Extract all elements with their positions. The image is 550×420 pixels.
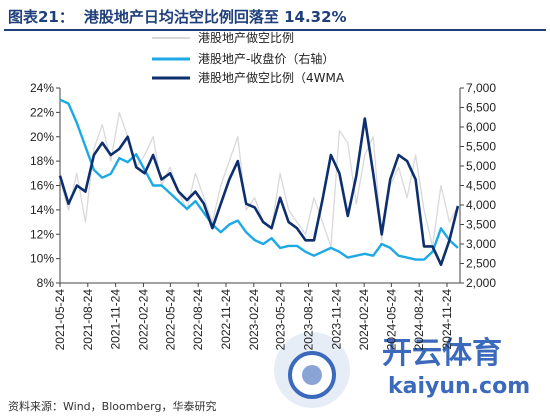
x-tick-label: 2023-08-24 xyxy=(302,289,316,351)
y-right-tick-label: 2,500 xyxy=(466,257,496,271)
x-tick-label: 2021-11-24 xyxy=(109,289,123,350)
y-right-tick-label: 6,500 xyxy=(466,101,496,115)
y-left-tick-label: 12% xyxy=(30,227,54,241)
legend-label: 港股地产做空比例 xyxy=(198,30,294,45)
legend-label: 港股地产做空比例（4WMA xyxy=(198,70,345,85)
x-tick-label: 2022-08-24 xyxy=(191,289,205,351)
y-right-tick-label: 5,000 xyxy=(466,159,496,173)
y-left-tick-label: 20% xyxy=(30,130,54,144)
x-tick-label: 2023-11-24 xyxy=(329,289,343,350)
legend-label: 港股地产-收盘价（右轴） xyxy=(198,51,334,66)
y-left-tick-label: 8% xyxy=(37,276,55,290)
x-tick-label: 2022-05-24 xyxy=(163,289,177,351)
y-right-tick-label: 4,500 xyxy=(466,179,496,193)
y-right-tick-label: 4,000 xyxy=(466,198,496,212)
source-note: 资料来源：Wind，Bloomberg，华泰研究 xyxy=(8,400,217,413)
x-tick-label: 2021-05-24 xyxy=(53,289,67,351)
title-rule xyxy=(4,29,546,31)
y-left-tick-label: 24% xyxy=(30,81,54,95)
watermark-brand: 开云体育 xyxy=(382,336,502,371)
y-left-tick-label: 18% xyxy=(30,154,54,168)
x-tick-label: 2024-02-24 xyxy=(357,289,371,351)
y-left-tick-label: 10% xyxy=(30,252,54,266)
x-tick-label: 2022-02-24 xyxy=(136,289,150,351)
y-right-tick-label: 7,000 xyxy=(466,81,496,95)
short-ratio-4wma-line xyxy=(58,117,460,267)
figure-label: 图表21： xyxy=(8,8,74,26)
y-left-tick-label: 14% xyxy=(30,203,54,217)
y-left-tick-label: 22% xyxy=(30,105,54,119)
x-tick-label: 2023-05-24 xyxy=(274,289,288,351)
title-text: 港股地产日均沽空比例回落至 14.32% xyxy=(83,8,347,26)
watermark-url: kaiyun.com xyxy=(388,374,530,399)
short-ratio-line xyxy=(59,111,459,248)
chart-title: 图表21： 港股地产日均沽空比例回落至 14.32% xyxy=(8,6,347,27)
x-tick-label: 2023-02-24 xyxy=(247,289,261,351)
y-left-tick-label: 16% xyxy=(30,179,54,193)
y-right-tick-label: 3,500 xyxy=(466,218,496,232)
y-right-tick-label: 5,500 xyxy=(466,140,496,154)
y-right-tick-label: 2,000 xyxy=(466,276,496,290)
x-tick-label: 2022-11-24 xyxy=(219,289,233,350)
watermark: 开云体育 kaiyun.com xyxy=(274,332,530,408)
x-tick-label: 2024-05-24 xyxy=(384,289,398,351)
x-tick-label: 2024-11-24 xyxy=(440,289,454,350)
y-right-tick-label: 6,000 xyxy=(466,120,496,134)
x-tick-label: 2024-08-24 xyxy=(412,289,426,351)
close-price-line xyxy=(59,98,459,261)
y-right-tick-label: 3,000 xyxy=(466,237,496,251)
x-tick-label: 2021-08-24 xyxy=(81,289,95,351)
